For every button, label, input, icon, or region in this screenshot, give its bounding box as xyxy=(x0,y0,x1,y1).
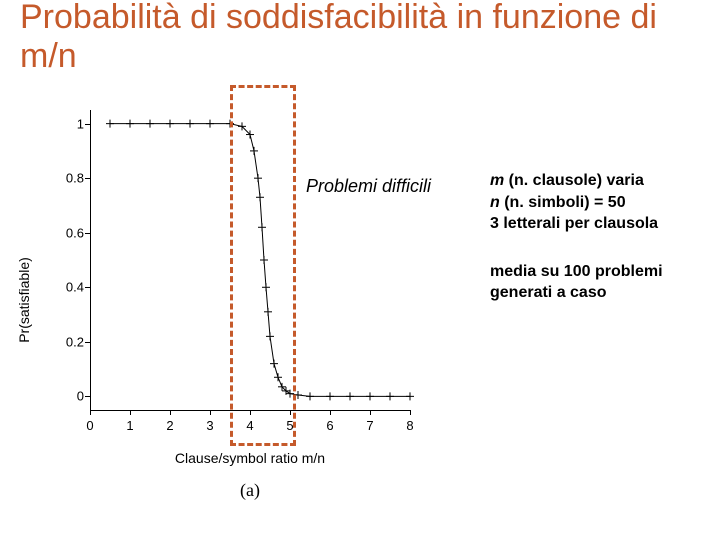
chart-marker xyxy=(254,174,262,182)
ytick-label: 0.6 xyxy=(66,225,84,240)
xtick-label: 5 xyxy=(286,418,293,433)
xtick xyxy=(250,410,251,415)
side-notes: m (n. clausole) varia n (n. simboli) = 5… xyxy=(490,170,710,304)
note-line-3: 3 letterali per clausola xyxy=(490,213,710,235)
chart-marker xyxy=(166,120,174,128)
chart-marker xyxy=(226,120,234,128)
note-line-1: m (n. clausole) varia xyxy=(490,170,710,192)
xtick-label: 1 xyxy=(126,418,133,433)
ytick-label: 1 xyxy=(77,116,84,131)
note-line-2: n (n. simboli) = 50 xyxy=(490,192,710,214)
ytick xyxy=(85,124,90,125)
xtick-label: 8 xyxy=(406,418,413,433)
chart-marker xyxy=(326,392,334,400)
xtick-label: 0 xyxy=(86,418,93,433)
xtick xyxy=(210,410,211,415)
xtick-label: 7 xyxy=(366,418,373,433)
xtick-label: 4 xyxy=(246,418,253,433)
chart-marker xyxy=(126,120,134,128)
xtick xyxy=(290,410,291,415)
chart-marker xyxy=(346,392,354,400)
chart-marker xyxy=(266,332,274,340)
xtick xyxy=(410,410,411,415)
chart-marker xyxy=(258,223,266,231)
ytick xyxy=(85,178,90,179)
ytick-label: 0.4 xyxy=(66,280,84,295)
chart-marker xyxy=(262,283,270,291)
chart-panel-label: (a) xyxy=(240,480,260,501)
ytick xyxy=(85,396,90,397)
chart-marker xyxy=(270,360,278,368)
chart-marker xyxy=(406,392,414,400)
chart-marker xyxy=(260,256,268,264)
ytick-label: 0.8 xyxy=(66,171,84,186)
chart-marker xyxy=(366,392,374,400)
chart-marker xyxy=(306,392,314,400)
chart-marker xyxy=(386,392,394,400)
ytick xyxy=(85,342,90,343)
chart-marker xyxy=(274,373,282,381)
chart-marker xyxy=(250,147,258,155)
ytick xyxy=(85,233,90,234)
chart-marker xyxy=(186,120,194,128)
chart-container: Pr(satisfiable) Clause/symbol ratio m/n … xyxy=(30,100,440,500)
xtick-label: 6 xyxy=(326,418,333,433)
xtick xyxy=(130,410,131,415)
chart-ylabel: Pr(satisfiable) xyxy=(16,257,32,343)
chart-marker xyxy=(146,120,154,128)
note-line-4: media su 100 problemi generati a caso xyxy=(490,261,710,304)
hard-problems-label: Problemi difficili xyxy=(306,176,431,197)
chart-marker xyxy=(264,308,272,316)
xtick xyxy=(90,410,91,415)
xtick xyxy=(370,410,371,415)
chart-marker xyxy=(206,120,214,128)
chart-marker xyxy=(256,193,264,201)
xtick-label: 2 xyxy=(166,418,173,433)
chart-marker xyxy=(294,391,302,399)
ytick xyxy=(85,287,90,288)
slide-root: Probabilità di soddisfacibilità in funzi… xyxy=(0,0,720,540)
chart-plot-area: 01234567800.20.40.60.81 Problemi diffici… xyxy=(90,110,410,410)
chart-svg xyxy=(90,110,410,410)
xtick xyxy=(330,410,331,415)
chart-marker xyxy=(106,120,114,128)
xtick xyxy=(170,410,171,415)
chart-xlabel: Clause/symbol ratio m/n xyxy=(175,450,325,466)
ytick-label: 0.2 xyxy=(66,334,84,349)
xtick-label: 3 xyxy=(206,418,213,433)
ytick-label: 0 xyxy=(77,389,84,404)
page-title: Probabilità di soddisfacibilità in funzi… xyxy=(20,0,720,76)
